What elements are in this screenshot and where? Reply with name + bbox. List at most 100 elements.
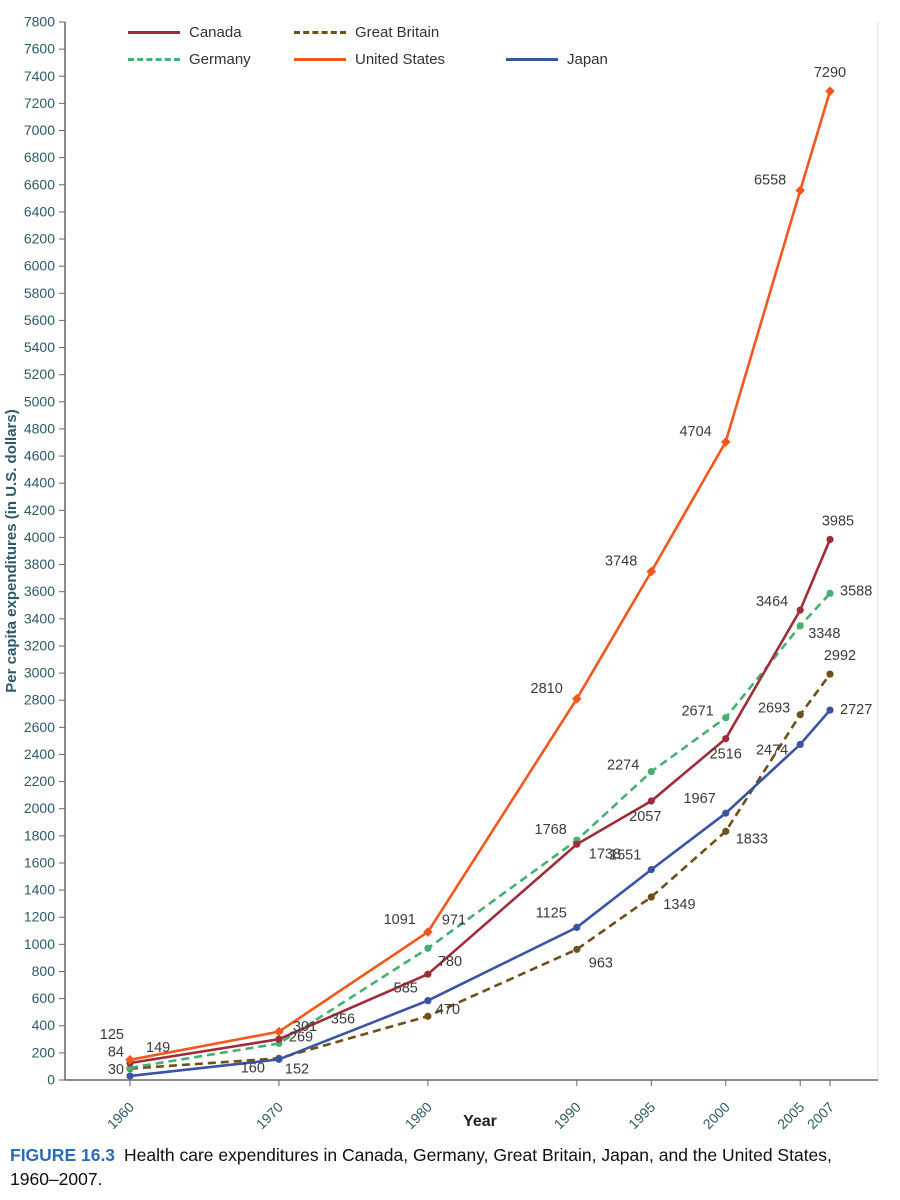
point-label: 780 (438, 954, 462, 970)
y-tick-label: 6800 (24, 149, 55, 165)
point-label: 2057 (629, 809, 661, 825)
data-point (647, 797, 655, 805)
legend-row: Canada Great Britain (128, 24, 608, 41)
y-tick-label: 6000 (24, 258, 55, 274)
y-tick-label: 800 (32, 963, 56, 979)
chart-legend: Canada Great Britain Germany United States J… (128, 24, 608, 78)
data-point (720, 437, 731, 447)
legend-swatch-icon (294, 58, 346, 61)
legend-item-great-britain: Great Britain (294, 24, 506, 41)
series-line-canada (129, 538, 832, 1065)
series-line-united-states (129, 90, 832, 1062)
line-chart-svg: 0 200 400 600 800 1000 1200 1400 1600 1800 2000 220… (3, 14, 879, 1132)
y-tick-label: 3800 (24, 556, 55, 572)
y-tick-label: 7400 (24, 68, 55, 84)
data-point (647, 866, 655, 874)
point-label: 2992 (824, 648, 856, 664)
y-tick-label: 4800 (24, 420, 55, 436)
x-tick-label: 1970 (253, 1099, 286, 1132)
y-tick-label: 7600 (24, 41, 55, 57)
point-label: 963 (589, 955, 613, 971)
point-label: 1551 (609, 848, 641, 864)
point-label: 3588 (840, 583, 872, 599)
y-tick-label: 3200 (24, 637, 55, 653)
legend-swatch-icon (294, 31, 346, 34)
legend-item-united-states: United States (294, 51, 506, 68)
data-point (825, 86, 835, 96)
point-label: 1349 (663, 897, 695, 913)
legend-label: United States (355, 51, 446, 68)
legend-item-japan: Japan (506, 51, 608, 68)
y-tick-label: 5600 (24, 312, 55, 328)
point-label: 1967 (683, 791, 715, 807)
y-tick-label: 6600 (24, 176, 55, 192)
y-tick-label: 7800 (24, 14, 55, 30)
point-label: 585 (394, 981, 418, 997)
point-label: 6558 (754, 172, 786, 188)
data-point (796, 606, 804, 614)
y-tick-label: 4200 (24, 502, 55, 518)
x-axis-title: Year (463, 1113, 497, 1130)
point-label: 2474 (756, 742, 788, 758)
x-tick-label: 1995 (625, 1099, 658, 1132)
series-line-great-britain (129, 673, 832, 1070)
point-label: 971 (442, 912, 466, 928)
point-label: 149 (146, 1040, 170, 1056)
data-point (126, 1072, 134, 1080)
point-label: 2727 (840, 702, 872, 718)
point-label: 125 (100, 1027, 124, 1043)
y-tick-label: 2800 (24, 692, 55, 708)
data-point (573, 945, 581, 953)
point-label: 30 (108, 1062, 124, 1078)
data-point (722, 809, 730, 817)
data-point (573, 840, 581, 848)
y-tick-label: 1400 (24, 882, 55, 898)
data-point (573, 923, 581, 932)
data-point (125, 1054, 135, 1065)
data-point (826, 670, 834, 678)
legend-swatch-icon (506, 58, 558, 61)
legend-label: Great Britain (355, 24, 440, 41)
data-point (796, 740, 804, 749)
x-tick-label: 1990 (551, 1099, 584, 1132)
legend-item-canada: Canada (128, 24, 294, 41)
series-line-japan (129, 709, 831, 1078)
figure-caption-text: Health care expenditures in Canada, Germ… (10, 1145, 832, 1189)
point-label: 7290 (814, 65, 846, 81)
legend-label: Germany (189, 51, 251, 68)
y-tick-label: 2200 (24, 773, 55, 789)
data-point (722, 714, 730, 722)
point-label: 2810 (531, 681, 563, 697)
data-point (796, 711, 804, 719)
figure-caption: FIGURE 16.3 Health care expenditures in C… (0, 1132, 896, 1191)
point-label: 152 (285, 1061, 309, 1077)
legend-swatch-icon (128, 31, 180, 34)
y-tick-label: 2000 (24, 800, 55, 816)
data-point (424, 997, 432, 1005)
y-tick-label: 2400 (24, 746, 55, 762)
point-label: 3985 (822, 513, 854, 529)
y-tick-label: 200 (32, 1044, 56, 1060)
series-line-germany (129, 592, 831, 1070)
legend-row: Germany United States Japan (128, 51, 608, 68)
data-point (275, 1055, 283, 1063)
point-label: 160 (241, 1060, 265, 1076)
y-tick-label: 400 (32, 1017, 56, 1033)
point-label: 269 (289, 1030, 313, 1046)
data-point (826, 706, 834, 714)
y-tick-label: 5000 (24, 393, 55, 409)
point-label: 4704 (679, 424, 711, 440)
x-tick-label: 1960 (104, 1099, 137, 1132)
point-label: 470 (436, 1002, 460, 1018)
data-point (795, 185, 806, 196)
data-point (647, 893, 655, 901)
data-point (647, 767, 655, 776)
y-tick-label: 7200 (24, 95, 55, 111)
point-label: 2693 (758, 701, 790, 717)
y-tick-label: 4400 (24, 475, 55, 491)
x-tick-label: 2000 (700, 1099, 733, 1132)
point-label: 1768 (535, 822, 567, 838)
data-point (423, 927, 433, 937)
point-label: 1738 (589, 846, 621, 862)
